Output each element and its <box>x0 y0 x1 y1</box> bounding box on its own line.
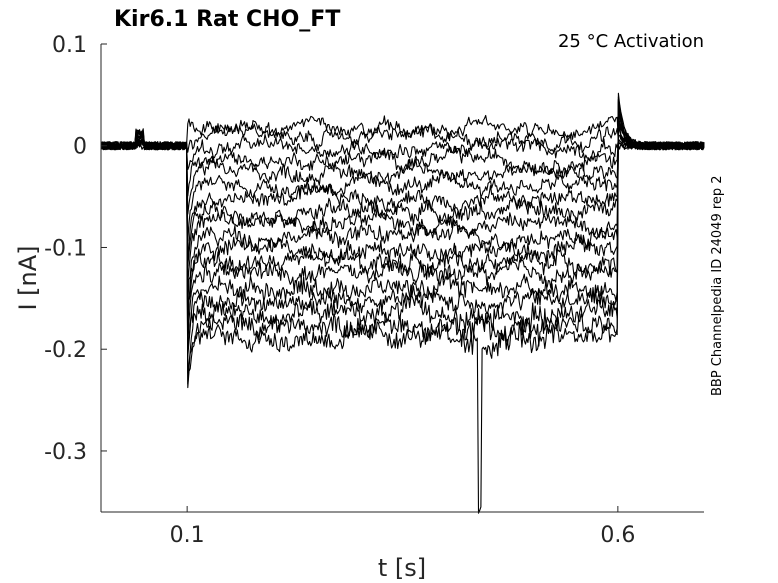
series-line <box>100 114 705 151</box>
series-line <box>100 134 705 215</box>
axes: 0.1 0 -0.1 -0.2 -0.3 0.1 0.6 <box>44 33 704 548</box>
series-line <box>100 96 705 385</box>
series-line <box>100 128 705 242</box>
annotation: 25 °C Activation <box>558 31 704 52</box>
series-line <box>100 101 705 350</box>
series-line <box>100 112 705 332</box>
x-axis-label: t [s] <box>378 554 426 582</box>
y-tick-label: -0.3 <box>44 440 87 465</box>
y-tick-label: -0.2 <box>44 338 87 363</box>
y-tick-label: 0.1 <box>52 33 87 58</box>
series-line <box>100 119 705 306</box>
y-tick-label: 0 <box>73 135 87 160</box>
chart-title: Kir6.1 Rat CHO_FT <box>114 7 340 32</box>
y-axis-label: I [nA] <box>14 245 42 310</box>
series-line <box>100 122 705 153</box>
traces <box>100 92 705 514</box>
series-line <box>100 124 705 267</box>
x-tick-label: 0.6 <box>600 523 635 548</box>
side-label: BBP Channelpedia ID 24049 rep 2 <box>710 175 725 396</box>
series-line <box>100 99 705 357</box>
series-line <box>100 92 705 514</box>
series-line <box>100 133 705 171</box>
labels: Kir6.1 Rat CHO_FT 25 °C Activation BBP C… <box>14 7 725 582</box>
series-line <box>100 110 705 348</box>
series-line <box>100 123 705 260</box>
series-line <box>100 121 705 284</box>
series-line <box>100 98 705 374</box>
y-tick-label: -0.1 <box>44 236 87 261</box>
series-line <box>100 112 705 316</box>
x-tick-label: 0.1 <box>170 523 205 548</box>
